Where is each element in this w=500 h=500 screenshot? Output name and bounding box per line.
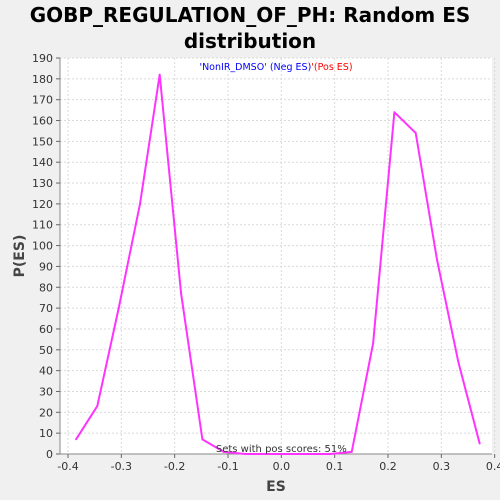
y-tick-label: 110 [32, 219, 53, 232]
data-point [96, 405, 99, 407]
chart-title-line-1: GOBP_REGULATION_OF_PH: Random ES [29, 3, 471, 27]
y-tick-label: 100 [32, 240, 53, 253]
y-tick-label: 90 [39, 260, 53, 273]
y-tick-label: 10 [39, 427, 53, 440]
data-point [478, 442, 481, 445]
data-point [158, 73, 161, 76]
legend-separator: ' [311, 62, 314, 73]
plot-area [60, 58, 492, 454]
y-tick-label: 0 [46, 448, 53, 461]
y-tick-label: 50 [39, 344, 53, 357]
series-group [75, 73, 481, 455]
data-point [457, 361, 460, 364]
data-point [222, 451, 225, 453]
y-tick-label: 140 [32, 156, 53, 169]
data-point [414, 132, 417, 134]
data-point [201, 438, 204, 441]
data-point [308, 453, 310, 455]
x-tick-label: 0.0 [273, 460, 291, 473]
data-point [350, 451, 353, 453]
x-axis-label: ES [266, 479, 286, 495]
legend-neg-label: 'NonIR_DMSO' (Neg ES) [199, 62, 311, 73]
data-point [436, 259, 438, 262]
data-point [329, 453, 332, 455]
chart-title: GOBP_REGULATION_OF_PH: Random ES distrib… [0, 2, 500, 54]
legend: 'NonIR_DMSO' (Neg ES)'(Pos ES) [199, 62, 352, 73]
data-point [286, 453, 289, 455]
y-axis-label: P(ES) [12, 235, 28, 278]
data-point [75, 438, 77, 441]
x-tick-label: -0.1 [217, 460, 238, 473]
x-tick-label: -0.3 [111, 460, 132, 473]
series-line [75, 73, 481, 455]
y-axis-ticks: 0 10 20 30 40 50 60 70 80 90 100 110 120 130 140 150 160… [32, 52, 60, 461]
y-tick-label: 160 [32, 115, 53, 128]
x-tick-label: 0.4 [486, 460, 500, 473]
grid-lines [60, 57, 496, 455]
data-point [372, 342, 374, 345]
y-tick-label: 130 [32, 177, 53, 190]
y-tick-label: 80 [39, 281, 53, 294]
x-tick-label: 0.2 [379, 460, 397, 473]
x-tick-label: 0.1 [326, 460, 344, 473]
y-tick-label: 170 [32, 94, 53, 107]
y-tick-label: 180 [32, 73, 53, 86]
data-point [180, 292, 182, 295]
y-tick-label: 40 [39, 365, 53, 378]
y-tick-label: 120 [32, 198, 53, 211]
y-tick-label: 60 [39, 323, 53, 336]
data-point [139, 202, 141, 205]
legend-pos-label: (Pos ES) [314, 62, 353, 73]
y-tick-label: 70 [39, 302, 53, 315]
y-tick-label: 30 [39, 385, 53, 398]
x-tick-label: -0.2 [164, 460, 185, 473]
data-point [244, 453, 246, 455]
x-tick-label: -0.4 [57, 460, 78, 473]
y-tick-label: 150 [32, 135, 53, 148]
y-tick-label: 20 [39, 406, 53, 419]
y-tick-label: 190 [32, 52, 53, 65]
pos-scores-annotation: Sets with pos scores: 51% [216, 444, 347, 455]
data-point [117, 307, 120, 310]
data-point [393, 111, 396, 114]
data-point [265, 453, 268, 455]
x-axis-ticks: -0.4 -0.3 -0.2 -0.1 0.0 0.1 0.2 0.3 0.4 [57, 454, 500, 473]
chart-title-line-2: distribution [183, 29, 317, 53]
x-tick-label: 0.3 [433, 460, 451, 473]
